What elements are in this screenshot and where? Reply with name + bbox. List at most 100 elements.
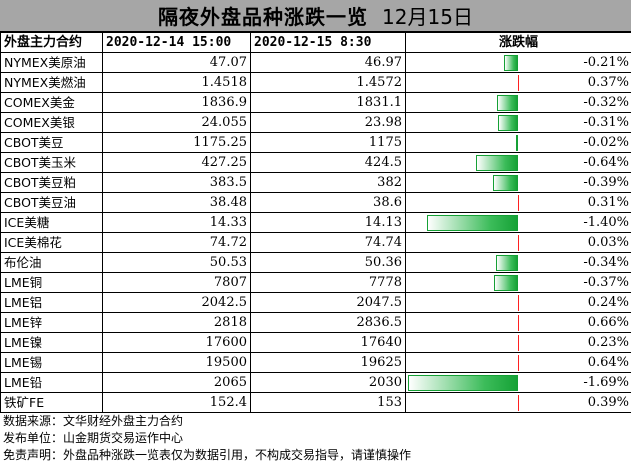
prev-price: 2042.5: [102, 292, 251, 313]
contract-name: ICE美棉花: [0, 232, 103, 253]
curr-price: 1831.1: [250, 92, 406, 113]
contract-name: LME铜: [0, 272, 103, 293]
change-percent: 0.66%: [518, 312, 631, 333]
change-bar-cell: [405, 312, 519, 333]
prev-price: 47.07: [102, 52, 251, 73]
change-bar-cell: [405, 272, 519, 293]
table-row: NYMEX美燃油 1.4518 1.4572 0.37%: [0, 72, 631, 93]
change-bar-up: [518, 75, 519, 91]
prev-price: 1.4518: [102, 72, 251, 93]
curr-price: 19625: [250, 352, 406, 373]
prev-price: 427.25: [102, 152, 251, 173]
change-percent: -0.34%: [518, 252, 631, 273]
change-bar-cell: [405, 232, 519, 253]
contract-name: COMEX美金: [0, 92, 103, 113]
prev-price: 19500: [102, 352, 251, 373]
prev-price: 383.5: [102, 172, 251, 193]
change-percent: 0.37%: [518, 72, 631, 93]
table-row: ICE美棉花 74.72 74.74 0.03%: [0, 232, 631, 253]
footer-source: 数据来源：文华财经外盘主力合约: [3, 414, 184, 428]
header-name: 外盘主力合约: [0, 32, 103, 53]
table-row: LME镍 17600 17640 0.23%: [0, 332, 631, 353]
header-curr-time: 2020-12-15 8:30: [250, 32, 406, 53]
prev-price: 1175.25: [102, 132, 251, 153]
change-bar-down: [504, 55, 518, 71]
curr-price: 382: [250, 172, 406, 193]
change-percent: -0.64%: [518, 152, 631, 173]
table-row: ICE美糖 14.33 14.13 -1.40%: [0, 212, 631, 233]
contract-name: 布伦油: [0, 252, 103, 273]
change-percent: 0.23%: [518, 332, 631, 353]
contract-name: CBOT美豆油: [0, 192, 103, 213]
table-row: COMEX美金 1836.9 1831.1 -0.32%: [0, 92, 631, 113]
title-bar: 隔夜外盘品种涨跌一览 12月15日: [0, 0, 631, 32]
contract-name: LME锌: [0, 312, 103, 333]
curr-price: 17640: [250, 332, 406, 353]
table-row: CBOT美豆油 38.48 38.6 0.31%: [0, 192, 631, 213]
footer-publisher: 发布单位：山金期货交易运作中心: [3, 431, 184, 445]
change-bar-down: [495, 255, 518, 271]
change-bar-cell: [405, 392, 519, 413]
curr-price: 38.6: [250, 192, 406, 213]
curr-price: 424.5: [250, 152, 406, 173]
change-percent: -0.37%: [518, 272, 631, 293]
header-change: 涨跌幅: [404, 32, 631, 53]
prev-price: 152.4: [102, 392, 251, 413]
curr-price: 7778: [250, 272, 406, 293]
curr-price: 1175: [250, 132, 406, 153]
table-row: LME铝 2042.5 2047.5 0.24%: [0, 292, 631, 313]
change-percent: 0.39%: [518, 392, 631, 413]
sheet-title: 隔夜外盘品种涨跌一览: [158, 5, 369, 29]
footer: 数据来源：文华财经外盘主力合约 发布单位：山金期货交易运作中心 免责声明：外盘品…: [0, 413, 631, 464]
curr-price: 23.98: [250, 112, 406, 133]
contract-name: LME锡: [0, 352, 103, 373]
change-bar-cell: [405, 112, 519, 133]
prev-price: 14.33: [102, 212, 251, 233]
table-body: NYMEX美原油 47.07 46.97 -0.21% NYMEX美燃油 1.4518 1.…: [0, 52, 631, 413]
contract-name: LME铝: [0, 292, 103, 313]
prev-price: 24.055: [102, 112, 251, 133]
curr-price: 2030: [250, 372, 406, 393]
contract-name: NYMEX美燃油: [0, 72, 103, 93]
change-bar-up: [518, 395, 519, 411]
contract-name: CBOT美玉米: [0, 152, 103, 173]
prev-price: 50.53: [102, 252, 251, 273]
change-bar-up: [518, 315, 519, 331]
sheet-date: 12月15日: [382, 5, 473, 29]
contract-name: 铁矿FE: [0, 392, 103, 413]
curr-price: 2836.5: [250, 312, 406, 333]
quote-table: 外盘主力合约 2020-12-14 15:00 2020-12-15 8:30 …: [0, 32, 631, 413]
curr-price: 2047.5: [250, 292, 406, 313]
change-bar-up: [518, 295, 519, 311]
change-bar-down: [516, 135, 518, 151]
change-bar-cell: [405, 212, 519, 233]
change-percent: 0.64%: [518, 352, 631, 373]
prev-price: 2065: [102, 372, 251, 393]
change-bar-cell: [405, 132, 519, 153]
change-percent: -0.02%: [518, 132, 631, 153]
change-bar-cell: [405, 72, 519, 93]
change-bar-cell: [405, 352, 519, 373]
table-row: CBOT美豆 1175.25 1175 -0.02%: [0, 132, 631, 153]
change-bar-down: [426, 215, 518, 231]
footer-disclaimer: 免责声明：外盘品种涨跌一览表仅为数据引用，不构成交易指导，请谨慎操作: [3, 448, 412, 462]
change-bar-down: [492, 175, 518, 191]
contract-name: LME镍: [0, 332, 103, 353]
change-bar-cell: [405, 172, 519, 193]
change-bar-cell: [405, 52, 519, 73]
change-bar-cell: [405, 152, 519, 173]
contract-name: LME铅: [0, 372, 103, 393]
change-bar-up: [518, 335, 519, 351]
change-percent: 0.31%: [518, 192, 631, 213]
table-row: LME锡 19500 19625 0.64%: [0, 352, 631, 373]
change-bar-cell: [405, 92, 519, 113]
change-percent: -1.40%: [518, 212, 631, 233]
change-percent: -0.31%: [518, 112, 631, 133]
contract-name: CBOT美豆粕: [0, 172, 103, 193]
curr-price: 1.4572: [250, 72, 406, 93]
change-bar-cell: [405, 252, 519, 273]
change-bar-up: [518, 195, 519, 211]
change-percent: 0.03%: [518, 232, 631, 253]
contract-name: COMEX美银: [0, 112, 103, 133]
curr-price: 14.13: [250, 212, 406, 233]
